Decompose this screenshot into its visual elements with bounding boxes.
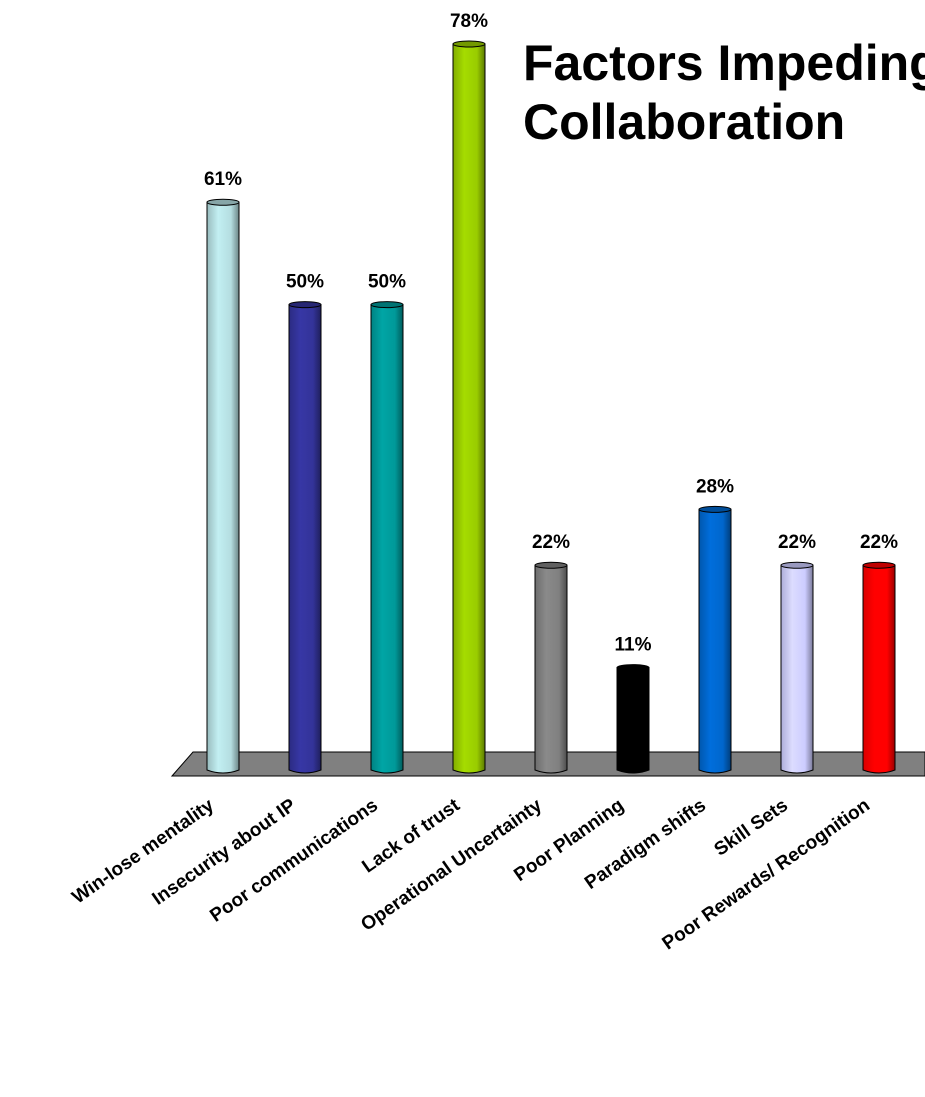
chart-title-line-2: Collaboration — [523, 94, 846, 150]
bar-lack-of-trust — [452, 40, 486, 774]
value-label-poor-rewards-recognition: 22% — [860, 532, 898, 553]
value-label-skill-sets: 22% — [778, 532, 816, 553]
bar-top — [534, 561, 568, 569]
bar-top — [862, 561, 896, 569]
bar-win-lose-mentality — [206, 198, 240, 774]
bar-top — [698, 505, 732, 513]
bar-body — [288, 303, 322, 774]
bar-top — [452, 40, 486, 48]
bar-body — [780, 564, 814, 774]
bar-body — [698, 508, 732, 774]
value-label-operational-uncertainty: 22% — [532, 532, 570, 553]
chart-title-line-1: Factors Impeding — [523, 35, 925, 91]
bar-body — [862, 564, 896, 774]
value-label-win-lose-mentality: 61% — [204, 169, 242, 190]
bar-top — [288, 301, 322, 309]
value-label-lack-of-trust: 78% — [450, 11, 488, 32]
value-label-paradigm-shifts: 28% — [696, 476, 734, 497]
value-label-poor-planning: 11% — [615, 635, 652, 656]
bar-top — [206, 198, 240, 206]
bar-body — [206, 201, 240, 774]
bar-poor-communications — [370, 301, 404, 774]
category-label-skill-sets: Skill Sets — [711, 795, 792, 861]
bar-body — [534, 564, 568, 774]
value-label-poor-communications: 50% — [368, 272, 406, 293]
bar-top — [780, 561, 814, 569]
bar-insecurity-about-ip — [288, 301, 322, 774]
value-label-insecurity-about-ip: 50% — [286, 272, 324, 293]
bar-skill-sets — [780, 561, 814, 774]
bar-body — [616, 666, 650, 774]
bar-top — [370, 301, 404, 309]
bar-poor-planning — [616, 664, 650, 774]
bar-body — [452, 43, 486, 774]
category-label-insecurity-about-ip: Insecurity about IP — [149, 795, 301, 910]
category-label-win-lose-mentality: Win-lose mentality — [68, 795, 218, 909]
bar-paradigm-shifts — [698, 505, 732, 774]
bar-operational-uncertainty — [534, 561, 568, 774]
bar-top — [616, 664, 650, 672]
bar-poor-rewards-recognition — [862, 561, 896, 774]
bar-body — [370, 303, 404, 774]
